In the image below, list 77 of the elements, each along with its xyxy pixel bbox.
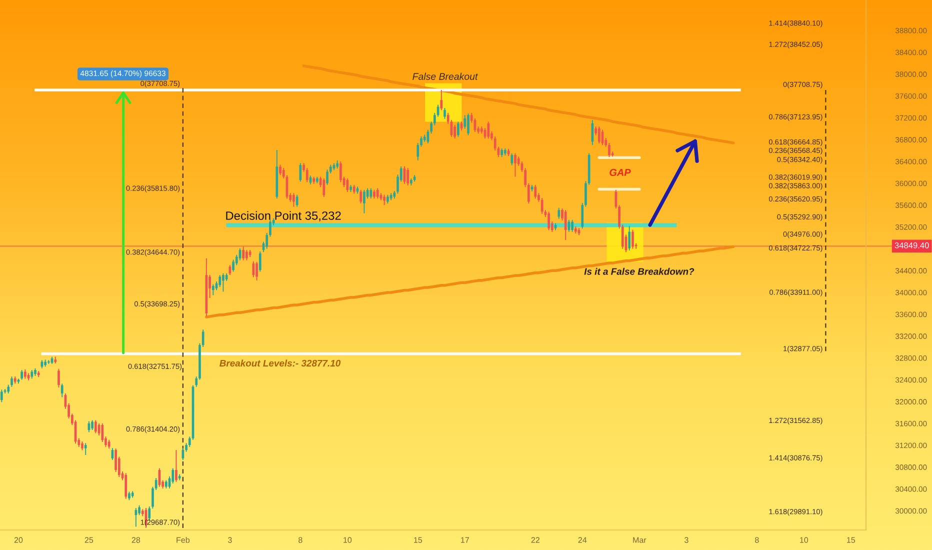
candlestick xyxy=(218,274,222,288)
candlestick xyxy=(94,420,97,434)
x-tick-label: 3 xyxy=(684,537,688,543)
candlestick xyxy=(487,121,490,140)
candlestick xyxy=(299,162,302,182)
x-tick-label: 20 xyxy=(14,537,23,543)
candlestick xyxy=(232,259,234,272)
candlestick xyxy=(558,207,560,220)
annotation: False Breakout xyxy=(412,72,478,80)
candlestick xyxy=(84,442,87,456)
candlestick xyxy=(440,90,443,111)
x-tick-label: 15 xyxy=(414,537,422,543)
annotation: Is it a False Breakdown? xyxy=(584,268,694,275)
x-tick-label: 28 xyxy=(132,537,140,543)
candlestick xyxy=(598,126,600,144)
candlestick xyxy=(340,160,342,183)
annotation: Decision Point 35,232 xyxy=(226,211,341,222)
candlestick xyxy=(444,107,446,120)
candlestick xyxy=(24,368,26,380)
x-tick-label: 22 xyxy=(531,537,540,543)
candlestick xyxy=(222,272,224,292)
candlestick xyxy=(540,198,544,214)
candlestick xyxy=(360,189,362,204)
candlestick xyxy=(256,261,258,281)
candlestick xyxy=(279,164,282,176)
candlestick xyxy=(346,178,349,193)
candlestick xyxy=(242,246,245,261)
x-tick-label: 25 xyxy=(84,537,94,543)
x-tick-label: 24 xyxy=(578,537,587,543)
candlestick xyxy=(406,168,409,186)
annotation: GAP xyxy=(610,168,631,176)
candlestick xyxy=(510,152,514,166)
candlestick xyxy=(632,229,634,250)
x-tick-label: Feb xyxy=(176,536,190,543)
candlestick xyxy=(548,211,550,231)
candlestick xyxy=(534,184,537,200)
ref-line-label: 34849.40 xyxy=(894,242,929,248)
x-tick-label: 8 xyxy=(298,537,302,543)
candlestick xyxy=(60,383,64,398)
candlestick xyxy=(467,112,470,136)
candlestick xyxy=(571,219,574,232)
candlestick xyxy=(20,369,23,380)
candlestick xyxy=(464,114,466,130)
candlestick xyxy=(58,368,60,388)
candlestick xyxy=(0,389,3,403)
candlestick xyxy=(376,188,379,200)
candlestick xyxy=(608,142,610,158)
candlestick xyxy=(175,450,178,482)
x-tick-label: 17 xyxy=(461,537,469,543)
x-tick-label: 3 xyxy=(228,537,232,543)
annotation: Breakout Levels:- 32877.10 xyxy=(220,360,341,367)
candlestick xyxy=(252,260,255,278)
candlestick xyxy=(514,152,516,178)
candlestick xyxy=(370,188,372,200)
candlestick xyxy=(454,124,456,140)
candlestick xyxy=(124,472,128,500)
candlestick xyxy=(322,178,326,198)
line-series xyxy=(205,245,735,318)
candlestick xyxy=(246,249,248,261)
candlestick xyxy=(363,189,366,214)
candlestick xyxy=(91,420,94,430)
candlestick xyxy=(383,194,386,206)
candlestick xyxy=(258,251,262,272)
candlestick xyxy=(416,142,420,161)
candlestick xyxy=(564,210,567,241)
x-tick-label: 8 xyxy=(755,537,759,543)
x-tick-label: 10 xyxy=(344,537,352,543)
x-tick-label: 10 xyxy=(800,537,808,543)
x-tick-label: 15 xyxy=(847,537,856,543)
candlestick xyxy=(628,226,631,251)
candlestick xyxy=(114,448,117,473)
candlestick xyxy=(292,192,295,208)
candlestick xyxy=(457,121,460,138)
x-tick-label: Mar xyxy=(633,537,646,543)
candlestick xyxy=(148,506,151,522)
line-series xyxy=(302,64,735,144)
candlestick xyxy=(212,284,214,296)
